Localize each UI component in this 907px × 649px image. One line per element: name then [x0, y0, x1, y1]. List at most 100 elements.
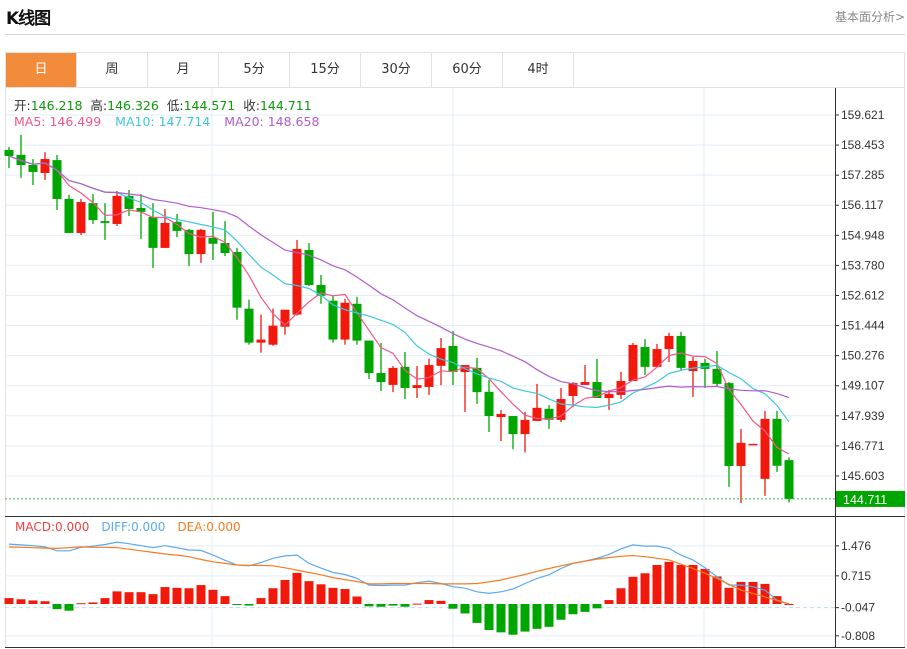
macd-bar [292, 572, 302, 604]
macd-bar [568, 604, 578, 615]
macd-legend: MACD:0.000 DIFF:0.000 DEA:0.000 [15, 520, 241, 534]
macd-bar [628, 576, 638, 604]
macd-bar [232, 604, 242, 605]
macd-tick-label: -0.808 [841, 629, 875, 643]
candle-up [760, 418, 770, 479]
candle-down [232, 252, 242, 308]
tab-week[interactable]: 周 [77, 53, 148, 87]
macd-bar [484, 604, 494, 631]
candle-down [64, 198, 74, 233]
candle-down [508, 416, 518, 435]
candle-down [352, 303, 362, 341]
candle-up [424, 365, 434, 387]
tab-15min[interactable]: 15分 [290, 53, 361, 87]
macd-bar [592, 604, 602, 609]
candle-up [268, 325, 278, 345]
macd-bar [508, 604, 518, 635]
open-label: 开: [14, 98, 31, 113]
price-tick-label: 156.117 [841, 198, 884, 212]
candle-down [376, 373, 386, 383]
candle-up [532, 407, 542, 421]
macd-bar [364, 604, 374, 607]
candle-up [736, 442, 746, 466]
low-value: 144.571 [183, 98, 236, 113]
candle-down [328, 300, 338, 340]
high-value: 146.326 [107, 98, 159, 113]
macd-tick-label: 1.476 [841, 539, 871, 553]
macd-bar [652, 564, 662, 604]
tab-4hour[interactable]: 4时 [503, 53, 574, 87]
macd-bar [4, 598, 14, 604]
candle-up [256, 339, 266, 343]
macd-bar [268, 588, 278, 604]
tab-30min[interactable]: 30分 [361, 53, 432, 87]
macd-bar [64, 604, 74, 611]
candle-down [100, 221, 110, 223]
fundamental-analysis-link[interactable]: 基本面分析> [834, 10, 905, 24]
candle-down [208, 237, 218, 244]
tab-month[interactable]: 月 [148, 53, 219, 87]
price-tick-label: 158.453 [841, 138, 885, 152]
close-value: 144.711 [259, 98, 312, 113]
candle-up [76, 202, 86, 233]
candle-down [700, 362, 710, 369]
macd-bar [400, 604, 410, 607]
macd-bar [544, 604, 554, 627]
candle-up [748, 443, 758, 446]
price-tick-label: 153.780 [841, 258, 885, 272]
candle-up [688, 360, 698, 371]
dea-value: DEA:0.000 [177, 520, 241, 534]
tab-5min[interactable]: 5分 [219, 53, 290, 87]
macd-bar [52, 604, 62, 610]
macd-bar [100, 598, 110, 604]
tab-day[interactable]: 日 [6, 53, 77, 87]
macd-bar [220, 596, 230, 604]
macd-bar [616, 588, 626, 604]
macd-bar [388, 604, 398, 606]
diff-value: DIFF:0.000 [101, 520, 166, 534]
candle-down [28, 164, 38, 172]
candle-up [628, 344, 638, 382]
divider [5, 34, 905, 35]
current-price-label: 144.711 [843, 493, 887, 507]
candle-up [340, 302, 350, 340]
candle-down [184, 229, 194, 255]
price-tick-label: 151.444 [841, 319, 885, 333]
candle-down [712, 368, 722, 384]
macd-bar [340, 589, 350, 604]
candle-up [556, 399, 566, 420]
price-tick-label: 146.771 [841, 439, 885, 453]
candle-down [364, 340, 374, 374]
macd-value: MACD:0.000 [15, 520, 90, 534]
macd-bar [40, 601, 50, 604]
macd-bar [208, 589, 218, 604]
price-tick-label: 147.939 [841, 409, 885, 423]
macd-bar [256, 598, 266, 604]
macd-bar [604, 600, 614, 604]
tab-60min[interactable]: 60分 [432, 53, 503, 87]
macd-bar [16, 599, 26, 604]
macd-bar [160, 587, 170, 604]
macd-bar [304, 581, 314, 604]
open-value: 146.218 [30, 98, 83, 113]
candle-down [484, 391, 494, 417]
macd-bar [148, 594, 158, 604]
macd-bar [196, 585, 206, 604]
current-price-badge [836, 490, 905, 507]
macd-bar [556, 604, 566, 620]
candle-up [196, 229, 206, 255]
macd-bar [172, 587, 182, 604]
ma5-value: MA5: 146.499 [14, 114, 102, 129]
close-label: 收: [243, 98, 260, 113]
diff-line [8, 541, 790, 605]
macd-bar [688, 564, 698, 604]
candle-up [652, 349, 662, 367]
candle-up [436, 348, 446, 366]
candle-down [676, 335, 686, 368]
candle-down [316, 284, 326, 296]
price-tick-label: 145.603 [841, 469, 885, 483]
macd-bar [448, 604, 458, 609]
candle-down [544, 408, 554, 420]
high-label: 高: [90, 98, 108, 113]
